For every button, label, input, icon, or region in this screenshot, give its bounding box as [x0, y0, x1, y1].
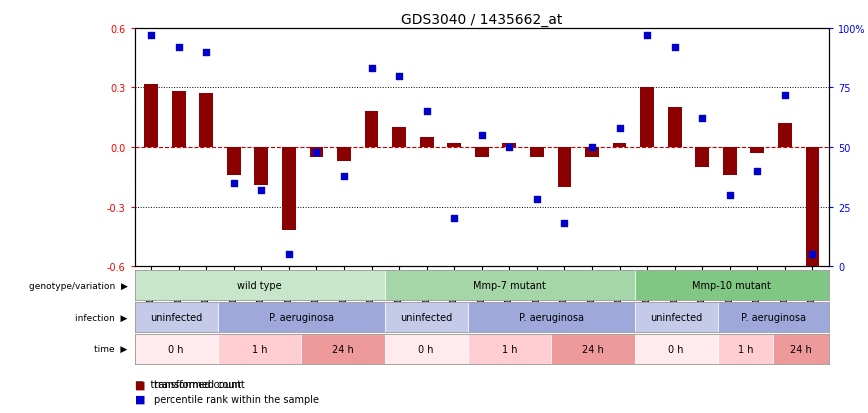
Point	[392, 73, 406, 80]
Text: Mmp-10 mutant: Mmp-10 mutant	[693, 280, 771, 290]
Text: 0 h: 0 h	[418, 344, 434, 354]
Bar	[218, 302, 385, 332]
Bar	[773, 334, 829, 364]
Bar	[135, 302, 218, 332]
Bar	[144, 84, 158, 147]
Text: transformed count: transformed count	[154, 380, 245, 389]
Point	[806, 251, 819, 258]
Bar	[218, 334, 301, 364]
Bar	[301, 334, 385, 364]
Point	[447, 216, 461, 222]
Bar	[635, 271, 829, 300]
Bar	[365, 112, 378, 147]
Bar	[385, 271, 635, 300]
Title: GDS3040 / 1435662_at: GDS3040 / 1435662_at	[401, 12, 562, 26]
Bar	[200, 94, 213, 147]
Text: infection  ▶: infection ▶	[76, 313, 128, 322]
Point	[503, 144, 516, 151]
Bar	[530, 147, 543, 157]
Bar	[641, 88, 654, 147]
Bar	[310, 147, 323, 157]
Point	[172, 45, 186, 51]
Point	[200, 49, 214, 56]
Bar	[751, 147, 764, 154]
Text: uninfected: uninfected	[150, 312, 202, 322]
Bar	[337, 147, 351, 161]
Point	[227, 180, 240, 187]
Bar	[420, 138, 433, 147]
Text: percentile rank within the sample: percentile rank within the sample	[154, 394, 319, 404]
Point	[475, 133, 489, 139]
Text: 24 h: 24 h	[582, 344, 604, 354]
Bar	[667, 108, 681, 147]
Bar	[475, 147, 489, 157]
Point	[695, 116, 709, 122]
Point	[144, 33, 158, 39]
Text: P. aeruginosa: P. aeruginosa	[269, 312, 333, 322]
Bar	[392, 128, 406, 147]
Bar	[135, 334, 218, 364]
Bar	[551, 334, 635, 364]
Text: 1 h: 1 h	[252, 344, 267, 354]
Point	[723, 192, 737, 198]
Bar	[778, 124, 792, 147]
Bar	[503, 144, 516, 147]
Bar	[135, 271, 385, 300]
Point	[667, 45, 681, 51]
Bar	[468, 334, 551, 364]
Text: 0 h: 0 h	[668, 344, 684, 354]
Text: wild type: wild type	[237, 280, 282, 290]
Text: uninfected: uninfected	[400, 312, 452, 322]
Point	[310, 149, 324, 156]
Bar	[282, 147, 296, 231]
Bar	[635, 302, 718, 332]
Text: uninfected: uninfected	[650, 312, 702, 322]
Text: genotype/variation  ▶: genotype/variation ▶	[29, 281, 128, 290]
Point	[529, 197, 543, 203]
Bar	[385, 334, 468, 364]
Point	[778, 92, 792, 99]
Text: ■  transformed count: ■ transformed count	[135, 380, 240, 389]
Text: 1 h: 1 h	[502, 344, 517, 354]
Text: 24 h: 24 h	[332, 344, 354, 354]
Point	[585, 144, 599, 151]
Bar	[585, 147, 599, 157]
Bar	[718, 334, 773, 364]
Bar	[613, 144, 627, 147]
Text: P. aeruginosa: P. aeruginosa	[519, 312, 583, 322]
Bar	[806, 147, 819, 266]
Point	[557, 221, 571, 227]
Point	[254, 187, 268, 194]
Text: time  ▶: time ▶	[95, 344, 128, 354]
Text: ■: ■	[135, 380, 145, 389]
Text: 1 h: 1 h	[738, 344, 753, 354]
Point	[282, 251, 296, 258]
Bar	[254, 147, 268, 185]
Point	[420, 109, 434, 115]
Bar	[635, 334, 718, 364]
Bar	[695, 147, 709, 167]
Text: 0 h: 0 h	[168, 344, 184, 354]
Bar	[557, 147, 571, 187]
Bar	[172, 92, 186, 147]
Bar	[447, 144, 461, 147]
Bar	[468, 302, 635, 332]
Text: Mmp-7 mutant: Mmp-7 mutant	[473, 280, 546, 290]
Point	[365, 66, 378, 73]
Bar	[227, 147, 240, 176]
Text: P. aeruginosa: P. aeruginosa	[741, 312, 806, 322]
Bar	[723, 147, 737, 176]
Bar	[718, 302, 829, 332]
Point	[750, 168, 764, 175]
Text: 24 h: 24 h	[790, 344, 812, 354]
Point	[337, 173, 351, 179]
Text: ■: ■	[135, 394, 145, 404]
Point	[613, 125, 627, 132]
Point	[640, 33, 654, 39]
Bar	[385, 302, 468, 332]
